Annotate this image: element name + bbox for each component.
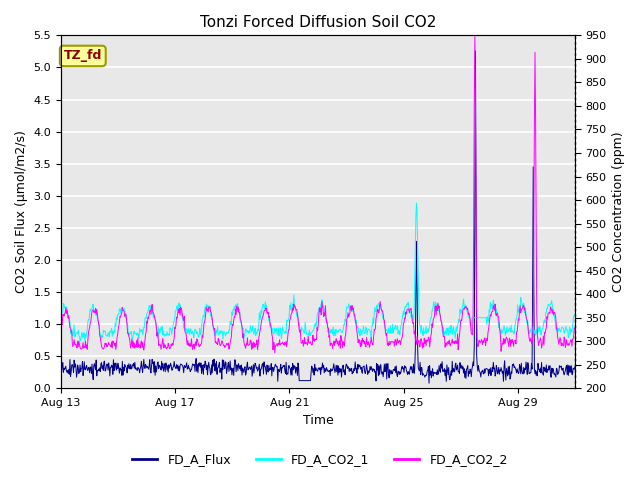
- Y-axis label: CO2 Soil Flux (μmol/m2/s): CO2 Soil Flux (μmol/m2/s): [15, 131, 28, 293]
- X-axis label: Time: Time: [303, 414, 333, 427]
- Title: Tonzi Forced Diffusion Soil CO2: Tonzi Forced Diffusion Soil CO2: [200, 15, 436, 30]
- Y-axis label: CO2 Concentration (ppm): CO2 Concentration (ppm): [612, 132, 625, 292]
- Legend: FD_A_Flux, FD_A_CO2_1, FD_A_CO2_2: FD_A_Flux, FD_A_CO2_1, FD_A_CO2_2: [127, 448, 513, 471]
- Text: TZ_fd: TZ_fd: [63, 49, 102, 62]
